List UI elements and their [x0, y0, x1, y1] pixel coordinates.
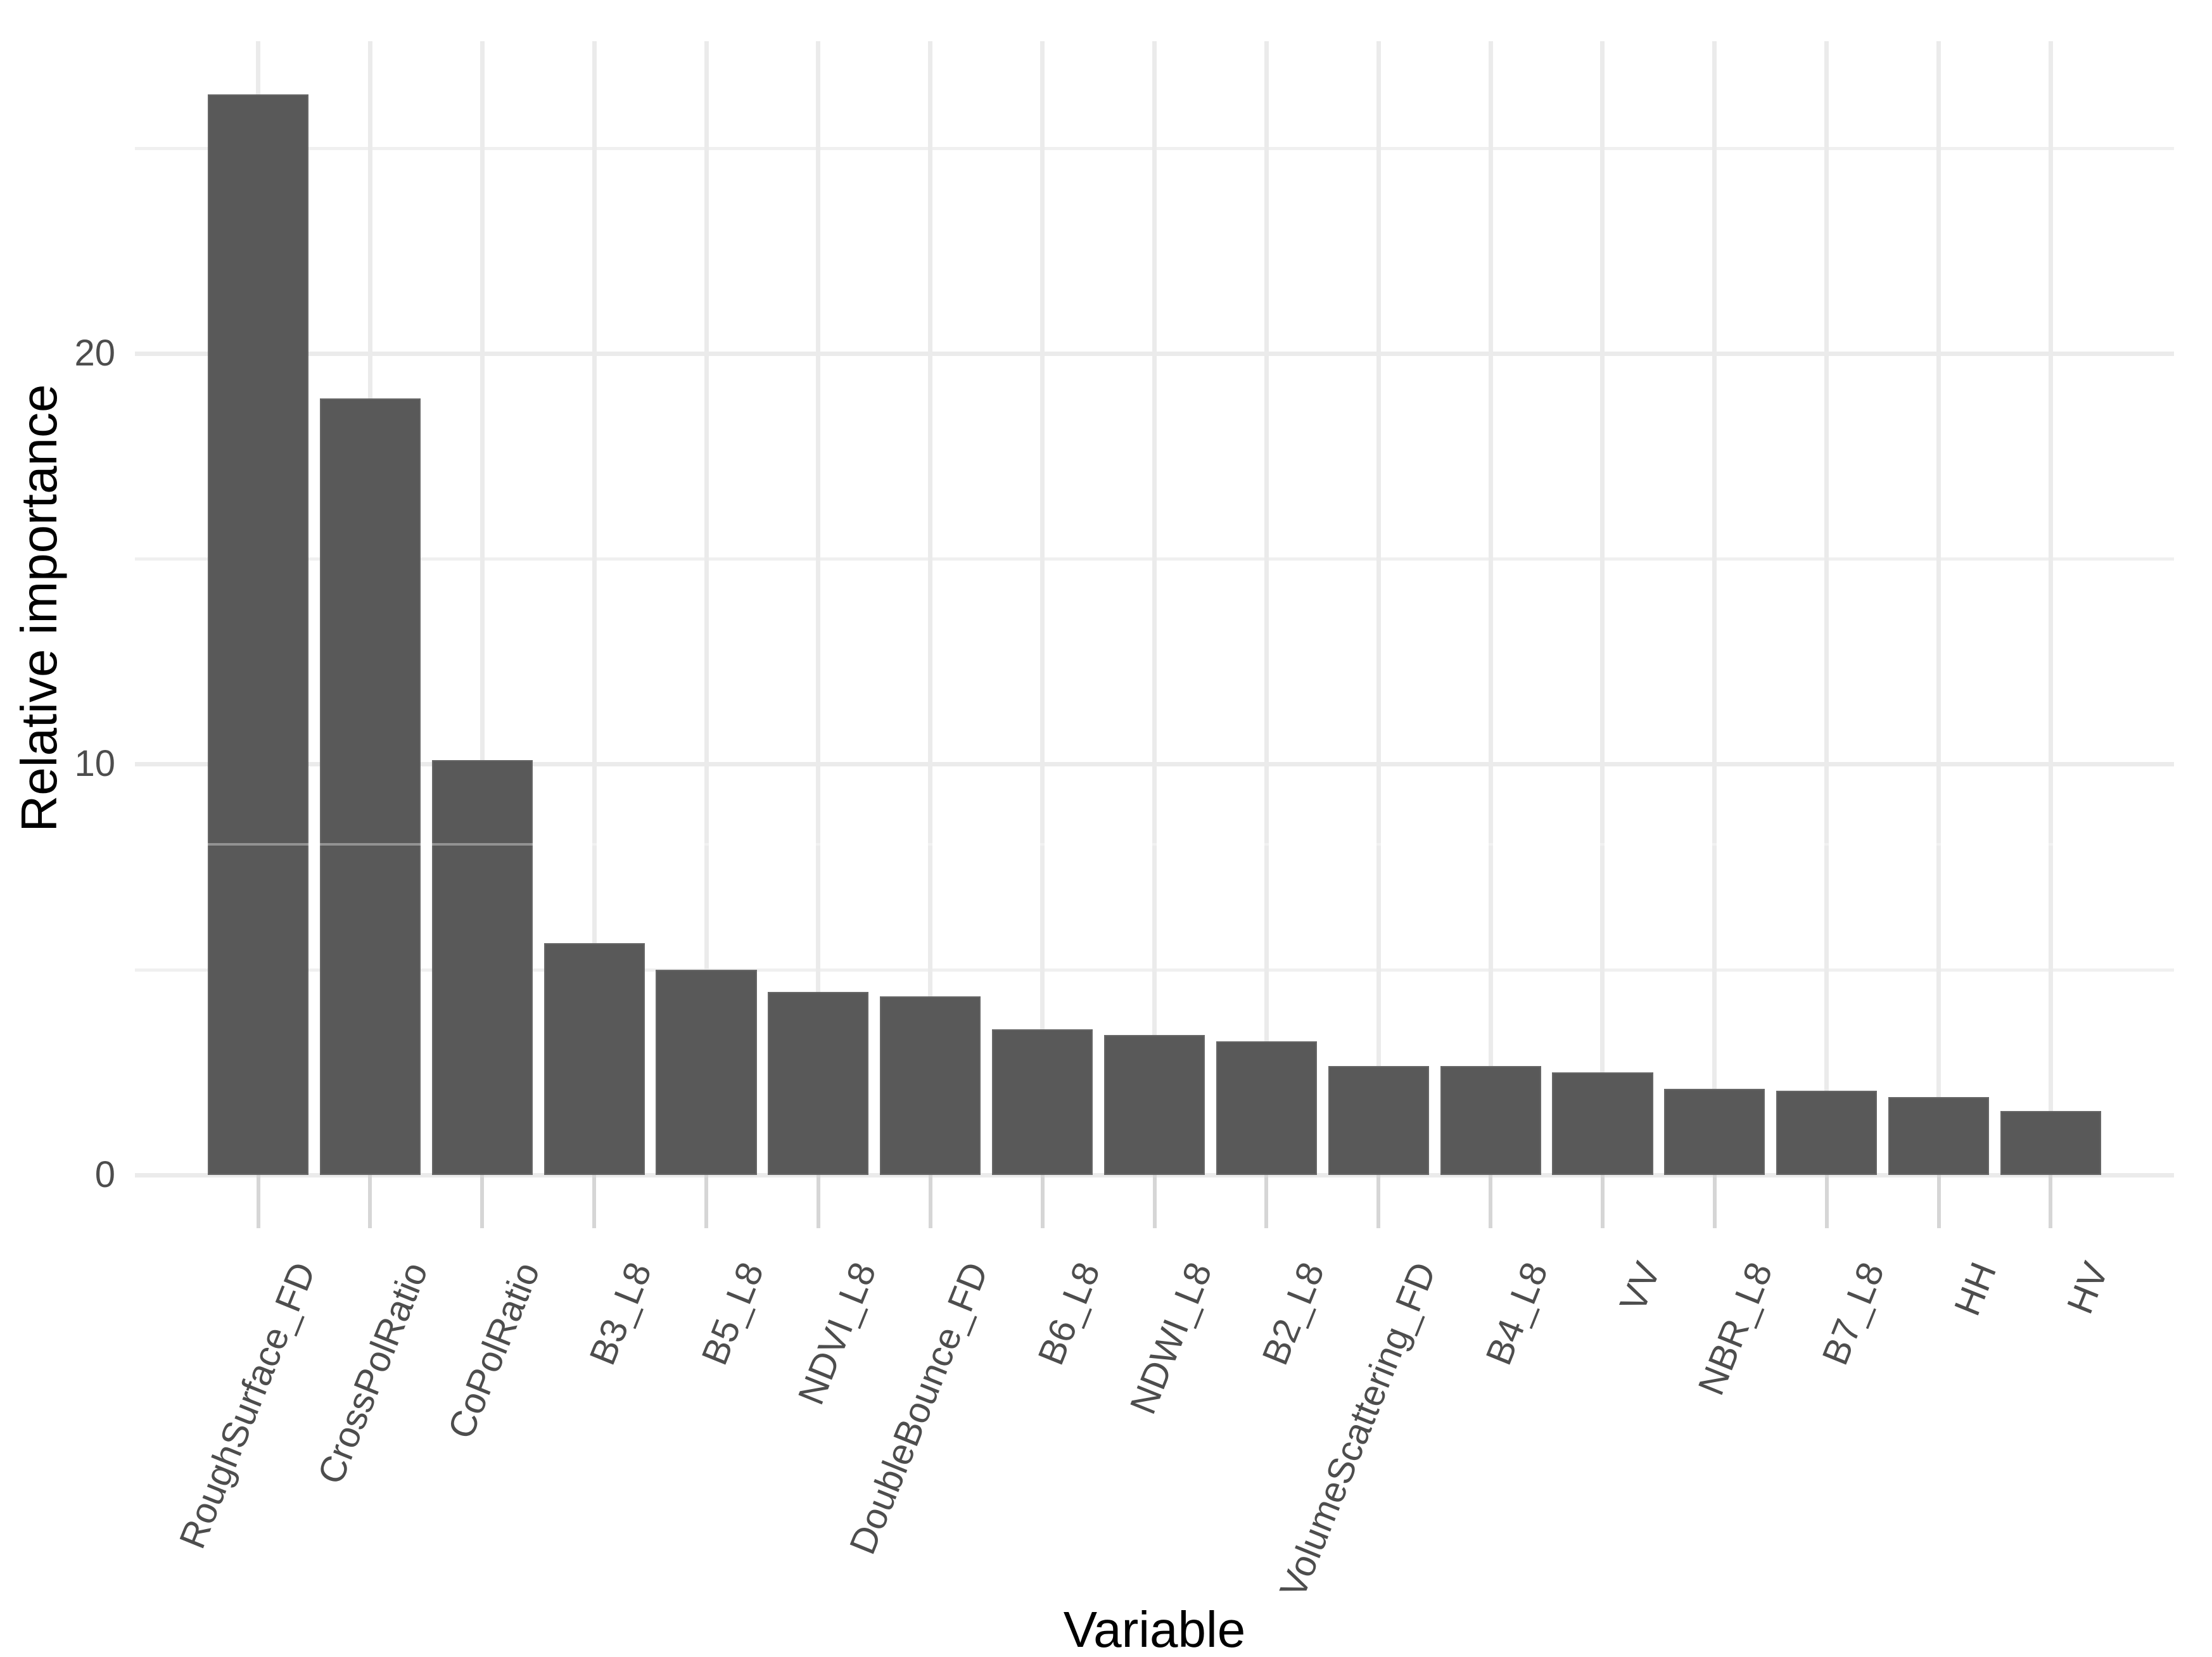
x-axis-tick-mark	[480, 1175, 485, 1228]
bar	[656, 969, 757, 1175]
x-tick-label: B6_L8	[1030, 1256, 1109, 1371]
x-axis-tick-mark	[1824, 1175, 1829, 1228]
gridline-v	[480, 41, 485, 1175]
x-axis-tick-mark	[1600, 1175, 1605, 1228]
x-axis-tick-mark	[1040, 1175, 1045, 1228]
bar	[2000, 1111, 2102, 1175]
gridline-v	[1712, 41, 1717, 1175]
x-axis-tick-mark	[704, 1175, 709, 1228]
bar	[1328, 1066, 1429, 1175]
y-tick-label: 20	[74, 332, 115, 374]
x-tick-label: B4_L8	[1478, 1256, 1556, 1371]
bar	[1103, 1035, 1205, 1175]
x-axis-tick-mark	[816, 1175, 820, 1228]
bar	[1440, 1066, 1541, 1175]
y-tick-label: 0	[94, 1154, 115, 1195]
gridline-v	[1040, 41, 1045, 1175]
gridline-v	[704, 41, 709, 1175]
x-axis-tick-mark	[256, 1175, 260, 1228]
x-tick-label: B3_L8	[582, 1256, 660, 1371]
x-tick-label: B5_L8	[694, 1256, 772, 1371]
y-tick-label: 10	[74, 743, 115, 785]
x-tick-label: CoPolRatio	[440, 1256, 548, 1445]
x-axis-tick-mark	[1376, 1175, 1381, 1228]
gridline-v	[2048, 41, 2053, 1175]
x-axis-tick-mark	[928, 1175, 932, 1228]
x-axis-tick-mark	[1152, 1175, 1157, 1228]
bar	[1552, 1072, 1653, 1175]
bar	[543, 943, 645, 1175]
x-axis-tick-mark	[1936, 1175, 1941, 1228]
plot-panel	[135, 41, 2174, 1228]
x-tick-label: CrossPolRatio	[309, 1256, 436, 1490]
bar	[1776, 1091, 1878, 1175]
bar	[1664, 1088, 1765, 1175]
gridline-v	[816, 41, 821, 1175]
x-tick-label: B7_L8	[1814, 1256, 1893, 1371]
x-tick-label: HH	[1946, 1256, 2005, 1321]
bar	[880, 996, 981, 1175]
gridline-v	[1488, 41, 1493, 1175]
x-axis-tick-mark	[1489, 1175, 1493, 1228]
bar	[768, 992, 869, 1175]
x-tick-label: NDVI_L8	[789, 1256, 884, 1411]
gridline-v	[928, 41, 933, 1175]
x-tick-label: HV	[2059, 1256, 2116, 1319]
x-tick-label: NDWI_L8	[1122, 1256, 1220, 1420]
bar	[319, 398, 421, 1175]
gridline-v	[1376, 41, 1381, 1175]
x-axis-tick-mark	[2049, 1175, 2053, 1228]
x-tick-label: VV	[1611, 1256, 1669, 1317]
gridline-v	[592, 41, 597, 1175]
gridline-v	[1824, 41, 1829, 1175]
bar	[1216, 1041, 1317, 1175]
x-axis-tick-mark	[368, 1175, 372, 1228]
x-axis-tick-mark	[1712, 1175, 1717, 1228]
x-axis-tick-mark	[592, 1175, 597, 1228]
x-tick-label: NBR_L8	[1689, 1256, 1781, 1401]
bar	[207, 94, 309, 1175]
x-axis-tick-mark	[1264, 1175, 1269, 1228]
gridline-v	[1264, 41, 1269, 1175]
x-tick-label: B2_L8	[1254, 1256, 1332, 1371]
bar	[1888, 1096, 1990, 1175]
faint-artifact-line	[135, 842, 2174, 846]
gridline-v	[1600, 41, 1605, 1175]
bar	[992, 1029, 1093, 1175]
gridline-v	[1936, 41, 1942, 1175]
bar	[431, 759, 533, 1175]
x-tick-label: RoughSurface_FD	[171, 1256, 324, 1554]
x-axis-title: Variable	[1063, 1601, 1246, 1657]
gridline-v	[1152, 41, 1157, 1175]
